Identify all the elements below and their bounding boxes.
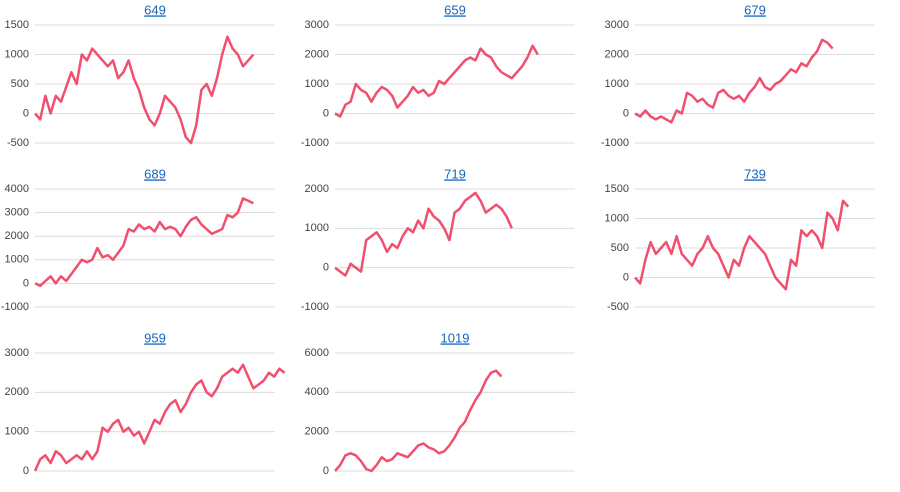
y-tick-label: 1000 xyxy=(5,426,29,438)
data-line xyxy=(634,199,850,291)
y-tick-label: 2000 xyxy=(5,386,29,398)
data-line xyxy=(334,44,539,118)
chart-title[interactable]: 659 xyxy=(444,2,466,17)
y-tick-label: 0 xyxy=(623,271,629,283)
y-tick-label: 6000 xyxy=(305,347,329,359)
y-tick-label: 3000 xyxy=(5,207,29,219)
chart-title[interactable]: 959 xyxy=(144,330,166,345)
y-tick-label: 1500 xyxy=(5,19,29,31)
y-tick-label: -500 xyxy=(607,301,629,313)
y-tick-label: 1000 xyxy=(305,78,329,90)
y-tick-label: -1000 xyxy=(601,137,629,149)
y-tick-label: 1000 xyxy=(305,222,329,234)
y-tick-label: 2000 xyxy=(305,426,329,438)
y-tick-label: 1000 xyxy=(5,254,29,266)
data-line xyxy=(34,35,255,145)
data-line xyxy=(334,369,503,473)
y-tick-label: 2000 xyxy=(5,230,29,242)
chart-title[interactable]: 1019 xyxy=(441,330,470,345)
chart-title[interactable]: 689 xyxy=(144,166,166,181)
y-tick-label: 3000 xyxy=(605,19,629,31)
chart-title[interactable]: 649 xyxy=(144,2,166,17)
y-tick-label: 1000 xyxy=(5,48,29,60)
y-tick-label: 0 xyxy=(23,107,29,119)
y-tick-label: 2000 xyxy=(305,183,329,195)
y-tick-label: 3000 xyxy=(5,347,29,359)
y-tick-label: 2000 xyxy=(605,48,629,60)
y-tick-label: 0 xyxy=(323,107,329,119)
data-line xyxy=(634,38,834,124)
y-tick-label: 1000 xyxy=(605,78,629,90)
y-tick-label: 0 xyxy=(23,277,29,289)
chart-title[interactable]: 739 xyxy=(744,166,766,181)
y-tick-label: 1000 xyxy=(605,212,629,224)
y-tick-label: 3000 xyxy=(305,19,329,31)
data-line xyxy=(34,197,254,288)
y-tick-label: 4000 xyxy=(305,386,329,398)
data-line xyxy=(334,191,513,277)
y-tick-label: 0 xyxy=(323,262,329,274)
y-tick-label: 2000 xyxy=(305,48,329,60)
data-line xyxy=(33,363,286,472)
y-tick-label: -1000 xyxy=(301,301,329,313)
y-tick-label: -500 xyxy=(7,137,29,149)
y-tick-label: 0 xyxy=(323,465,329,477)
y-tick-label: 500 xyxy=(611,242,629,254)
y-tick-label: 0 xyxy=(23,465,29,477)
y-tick-label: 500 xyxy=(11,78,29,90)
y-tick-label: 1500 xyxy=(605,183,629,195)
y-tick-label: -1000 xyxy=(301,137,329,149)
chart-title[interactable]: 679 xyxy=(744,2,766,17)
y-tick-label: -1000 xyxy=(1,301,29,313)
y-tick-label: 4000 xyxy=(5,183,29,195)
y-tick-label: 0 xyxy=(623,107,629,119)
chart-title[interactable]: 719 xyxy=(444,166,466,181)
